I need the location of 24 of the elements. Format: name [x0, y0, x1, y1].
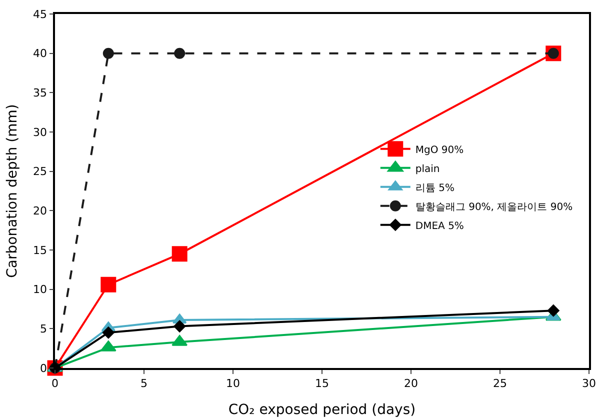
y-tick-label: 0 [40, 362, 48, 375]
y-tick-label: 5 [40, 322, 48, 336]
x-tick-label: 30 [582, 376, 596, 390]
y-tick-label: 45 [33, 8, 48, 21]
legend-label: 탈황슬래그 90%, 제올라이트 90% [415, 202, 573, 213]
y-tick-label: 35 [33, 86, 48, 100]
y-tick-label: 10 [33, 283, 48, 296]
legend-label: MgO 90% [415, 144, 464, 156]
legend-label: 리튬 5% [415, 182, 454, 194]
y-tick-label: 30 [33, 126, 48, 139]
legend-label: plain [415, 164, 440, 175]
x-tick-label: 0 [52, 376, 58, 390]
y-tick-label: 15 [33, 244, 48, 257]
y-tick-label: 40 [33, 47, 48, 60]
x-axis-title: CO₂ exposed period (days) [228, 402, 416, 418]
y-axis-title: Carbonation depth (mm) [4, 104, 20, 278]
x-tick-label: 15 [315, 376, 329, 390]
y-tick-label: 25 [33, 165, 48, 178]
legend-label: DMEA 5% [415, 220, 464, 232]
x-tick-label: 25 [493, 376, 507, 390]
x-tick-label: 5 [140, 376, 148, 390]
x-tick-label: 20 [404, 376, 418, 390]
x-tick-label: 10 [226, 376, 240, 390]
y-tick-label: 20 [33, 204, 48, 218]
